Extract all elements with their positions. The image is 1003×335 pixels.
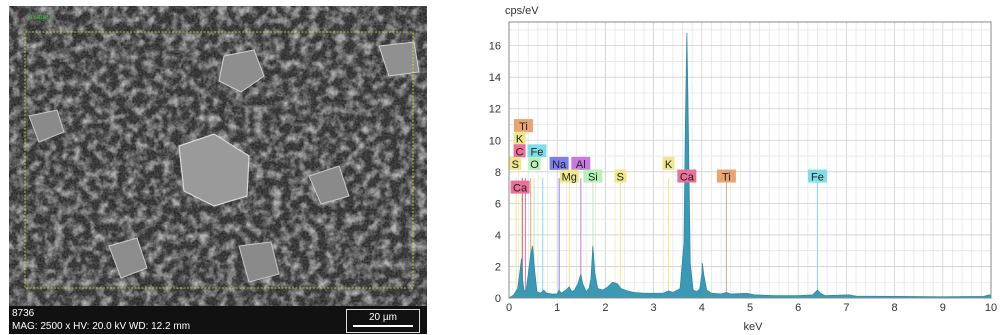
x-tick-label: 0 bbox=[506, 302, 512, 314]
sem-info-bar: 8736 MAG: 2500 x HV: 20.0 kV WD: 12.2 mm… bbox=[9, 306, 427, 334]
x-tick-label: 1 bbox=[554, 302, 560, 314]
x-tick-label: 10 bbox=[985, 302, 997, 314]
sem-image: Image1 bbox=[9, 6, 427, 306]
sample-id: 8736 bbox=[12, 308, 35, 319]
chart-grid bbox=[508, 22, 992, 299]
y-tick-label: 8 bbox=[495, 167, 501, 179]
y-tick-labels: 0 2 4 6 8 10 12 14 16 bbox=[489, 41, 501, 305]
scale-bar-line bbox=[353, 325, 413, 327]
element-label-text: Al bbox=[576, 159, 586, 171]
element-label-text: S bbox=[512, 159, 519, 171]
element-label-fe: Fe bbox=[807, 169, 827, 184]
element-label-al: Al bbox=[571, 156, 591, 171]
element-label-na: Na bbox=[549, 156, 569, 171]
x-tick-label: 7 bbox=[843, 302, 849, 314]
element-label-box bbox=[571, 156, 591, 170]
element-label-c: C bbox=[513, 144, 526, 158]
element-lines bbox=[515, 178, 818, 298]
plot-frame bbox=[508, 21, 992, 299]
y-axis-label: cps/eV bbox=[505, 5, 539, 17]
x-tick-label: 6 bbox=[795, 302, 801, 314]
element-label-box bbox=[513, 131, 526, 145]
element-label-box bbox=[677, 169, 697, 183]
element-label-box bbox=[527, 144, 547, 158]
element-label-s: S bbox=[614, 169, 627, 184]
x-tick-label: 3 bbox=[651, 302, 657, 314]
element-label-box bbox=[528, 156, 541, 170]
x-tick-label: 2 bbox=[602, 302, 608, 314]
sem-micrograph: Image1 8736 MAG: 2500 x HV: 20.0 kV WD: … bbox=[9, 6, 427, 334]
element-label-text: Si bbox=[588, 172, 598, 184]
element-label-text: S bbox=[617, 172, 624, 184]
x-tick-label: 9 bbox=[940, 302, 946, 314]
element-label-text: Mg bbox=[562, 172, 577, 184]
element-label-ca: Ca bbox=[677, 169, 697, 184]
element-label-ti: Ti bbox=[716, 169, 736, 184]
element-label-text: Fe bbox=[531, 146, 544, 158]
x-tick-label: 8 bbox=[892, 302, 898, 314]
element-label-text: C bbox=[516, 146, 524, 158]
overlay-label: Image1 bbox=[29, 14, 52, 21]
acquisition-parameters: MAG: 2500 x HV: 20.0 kV WD: 12.2 mm bbox=[12, 321, 191, 332]
y-tick-label: 2 bbox=[495, 261, 501, 273]
element-label-box bbox=[583, 169, 603, 183]
element-label-mg: Mg bbox=[559, 169, 579, 184]
y-tick-label: 0 bbox=[495, 293, 501, 305]
element-label-text: K bbox=[516, 134, 524, 146]
element-label-ca: Ca bbox=[510, 180, 530, 195]
y-tick-label: 16 bbox=[489, 41, 501, 53]
x-tick-label: 5 bbox=[747, 302, 753, 314]
x-tick-label: 4 bbox=[699, 302, 705, 314]
element-label-text: Ca bbox=[680, 172, 695, 184]
scale-bar: 20 µm bbox=[346, 309, 420, 333]
element-label-k: K bbox=[662, 156, 675, 171]
x-tick-labels: 0 1 2 3 4 5 6 7 8 9 10 bbox=[506, 302, 997, 314]
spectrum-series bbox=[507, 33, 992, 299]
element-label-ti: Ti bbox=[513, 119, 533, 133]
element-label-text: Ti bbox=[722, 172, 731, 184]
element-label-box bbox=[510, 180, 530, 194]
y-tick-label: 12 bbox=[489, 104, 501, 116]
element-label-box bbox=[509, 156, 522, 170]
element-label-box bbox=[559, 169, 579, 183]
element-label-s: S bbox=[509, 156, 522, 171]
element-label-si: Si bbox=[583, 169, 603, 184]
x-axis-label: keV bbox=[744, 321, 764, 333]
scale-bar-label: 20 µm bbox=[369, 312, 397, 323]
element-label-box bbox=[807, 169, 827, 183]
element-label-text: O bbox=[530, 159, 539, 171]
element-label-o: O bbox=[528, 156, 541, 171]
element-label-box bbox=[549, 156, 569, 170]
element-label-fe: Fe bbox=[527, 144, 547, 158]
element-label-text: Ti bbox=[519, 121, 528, 133]
y-tick-label: 4 bbox=[495, 230, 501, 242]
y-tick-label: 10 bbox=[489, 135, 501, 147]
y-tick-label: 14 bbox=[489, 72, 501, 84]
element-label-text: Fe bbox=[811, 172, 824, 184]
element-label-box bbox=[716, 169, 736, 183]
y-tick-label: 6 bbox=[495, 198, 501, 210]
element-label-text: Na bbox=[552, 159, 567, 171]
element-label-box bbox=[513, 119, 533, 133]
element-label-box bbox=[513, 144, 526, 158]
element-label-text: Ca bbox=[513, 183, 528, 195]
element-label-box bbox=[614, 169, 627, 183]
element-label-box bbox=[662, 156, 675, 170]
element-label-text: K bbox=[665, 159, 673, 171]
element-label-k: K bbox=[513, 131, 526, 146]
